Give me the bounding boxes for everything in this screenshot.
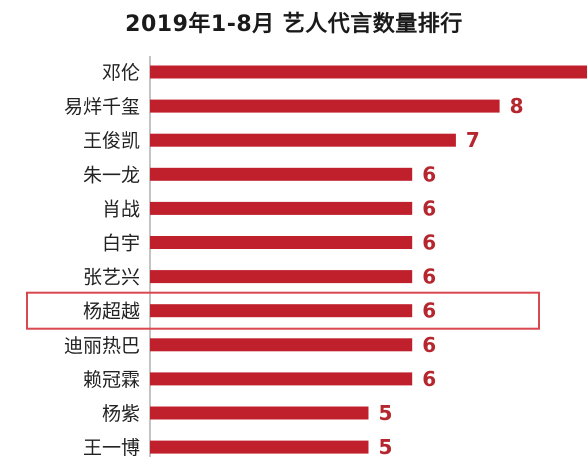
value-label: 6 bbox=[422, 231, 436, 255]
bar-1 bbox=[150, 65, 587, 79]
bar-3 bbox=[150, 133, 456, 147]
value-label: 6 bbox=[422, 367, 436, 391]
bar-9 bbox=[150, 338, 413, 352]
value-label: 8 bbox=[510, 94, 524, 118]
category-label: 张艺兴 bbox=[83, 267, 140, 289]
category-label: 朱一龙 bbox=[83, 164, 140, 186]
category-label: 迪丽热巴 bbox=[64, 335, 140, 357]
bar-4 bbox=[150, 167, 413, 181]
value-label: 6 bbox=[422, 299, 436, 323]
bar-7 bbox=[150, 270, 413, 284]
bar-2 bbox=[150, 99, 500, 113]
chart-title: 2019年1-8月 艺人代言数量排行 bbox=[125, 12, 463, 37]
bar-12 bbox=[150, 440, 369, 454]
category-label: 王俊凯 bbox=[83, 130, 140, 152]
value-label: 6 bbox=[422, 162, 436, 186]
value-label: 5 bbox=[379, 435, 393, 457]
bar-11 bbox=[150, 406, 369, 420]
bar-5 bbox=[150, 201, 413, 215]
bar-8 bbox=[150, 304, 413, 318]
bar-6 bbox=[150, 236, 413, 249]
value-label: 6 bbox=[422, 333, 436, 357]
value-label: 5 bbox=[379, 401, 393, 425]
category-label: 赖冠霖 bbox=[83, 369, 140, 391]
bar-10 bbox=[150, 372, 413, 386]
category-label: 白宇 bbox=[102, 233, 140, 255]
value-label: 6 bbox=[422, 196, 436, 220]
category-label: 易烊千玺 bbox=[64, 96, 140, 118]
category-label: 邓伦 bbox=[102, 62, 140, 84]
category-label: 王一博 bbox=[83, 437, 140, 457]
category-label: 杨紫 bbox=[102, 403, 140, 425]
category-label: 杨超越 bbox=[83, 301, 140, 323]
highlight-box bbox=[26, 291, 540, 330]
category-label: 肖战 bbox=[102, 198, 140, 220]
value-label: 7 bbox=[466, 128, 480, 152]
value-label: 6 bbox=[422, 265, 436, 289]
